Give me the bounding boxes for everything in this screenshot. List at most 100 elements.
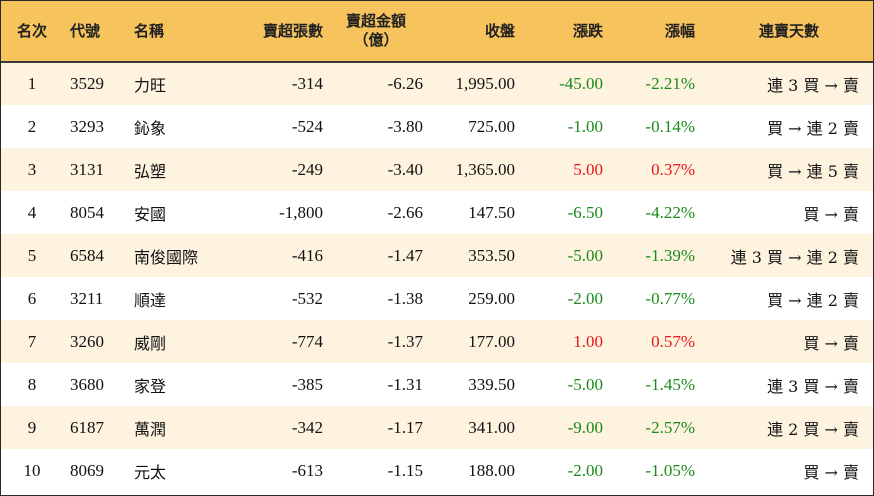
cell-change: 5.00 [573, 159, 603, 179]
cell-sell-lots: -1,800 [279, 202, 323, 222]
cell-name: 威剛 [134, 333, 167, 353]
cell-sell-lots: -613 [291, 460, 323, 480]
cell-change: -2.00 [567, 288, 603, 308]
cell-sell-lots: -314 [291, 74, 323, 93]
cell-rank: 3 [27, 159, 37, 179]
cell-name: 順達 [134, 290, 167, 310]
cell-pct: -2.21% [645, 74, 695, 93]
cell-pct: -4.22% [645, 202, 695, 222]
cell-name: 鈊象 [134, 118, 167, 138]
cell-code: 3293 [70, 116, 104, 136]
cell-close: 353.50 [468, 245, 515, 265]
cell-rank: 1 [27, 74, 37, 93]
cell-change: -5.00 [567, 374, 603, 394]
cell-code: 3680 [70, 374, 104, 394]
cell-name: 安國 [134, 204, 167, 224]
cell-name: 家登 [134, 376, 167, 396]
header-sell-amount-line2: （億） [353, 31, 399, 49]
cell-pct: 0.57% [651, 331, 695, 351]
cell-close: 339.50 [468, 374, 515, 394]
cell-days: 連 3 買 → 連 2 賣 [730, 247, 859, 267]
cell-days: 買 → 連 5 賣 [767, 161, 859, 181]
cell-rank: 9 [27, 417, 37, 437]
cell-days: 買 → 賣 [803, 462, 859, 482]
table-row: 2 3293 鈊象 -524 -3.80 725.00 -1.00 -0.14% 買 → 連 2… [1, 105, 873, 148]
cell-sell-amount: -1.17 [387, 417, 423, 437]
cell-code: 3529 [70, 74, 104, 93]
cell-days: 連 3 買 → 賣 [767, 376, 859, 396]
cell-pct: -2.57% [645, 417, 695, 437]
header-sell-lots: 賣超張數 [262, 21, 323, 40]
cell-code: 8054 [70, 202, 104, 222]
cell-rank: 10 [23, 460, 41, 480]
cell-sell-amount: -3.40 [387, 159, 423, 179]
table-row: 9 6187 萬潤 -342 -1.17 341.00 -9.00 -2.57% 連 2 買 →… [1, 406, 873, 449]
cell-days: 買 → 賣 [803, 333, 859, 353]
cell-rank: 7 [27, 331, 37, 351]
cell-close: 725.00 [468, 116, 515, 136]
cell-sell-lots: -524 [291, 116, 323, 136]
table-row: 3 3131 弘塑 -249 -3.40 1,365.00 5.00 0.37% 買 → 連 5… [1, 148, 873, 191]
table-row: 5 6584 南俊國際 -416 -1.47 353.50 -5.00 -1.39% 連 3 買… [1, 234, 873, 277]
cell-sell-amount: -6.26 [387, 74, 423, 93]
cell-code: 3211 [70, 288, 104, 308]
cell-rank: 8 [27, 374, 37, 394]
cell-sell-lots: -416 [291, 245, 323, 265]
header-row: 名次 代號 名稱 賣超張數 賣超金額 （億） 收盤 漲跌 漲幅 連賣天數 [1, 1, 873, 62]
cell-sell-lots: -342 [291, 417, 323, 437]
cell-sell-lots: -249 [291, 159, 323, 179]
cell-close: 188.00 [468, 460, 515, 480]
cell-rank: 5 [27, 245, 37, 265]
cell-sell-amount: -1.37 [387, 331, 423, 351]
cell-change: 1.00 [573, 331, 603, 351]
cell-close: 259.00 [468, 288, 515, 308]
table-row: 10 8069 元太 -613 -1.15 188.00 -2.00 -1.05% 買 → 賣 [1, 449, 873, 492]
table-row: 8 3680 家登 -385 -1.31 339.50 -5.00 -1.45% 連 3 買 →… [1, 363, 873, 406]
cell-close: 341.00 [468, 417, 515, 437]
cell-close: 1,365.00 [455, 159, 516, 179]
cell-days: 連 2 買 → 賣 [767, 419, 859, 439]
cell-name: 弘塑 [134, 161, 167, 181]
cell-sell-amount: -2.66 [387, 202, 423, 222]
table-row: 7 3260 威剛 -774 -1.37 177.00 1.00 0.57% 買 → 賣 [1, 320, 873, 363]
cell-sell-lots: -774 [291, 331, 323, 351]
header-close: 收盤 [484, 21, 515, 40]
cell-change: -9.00 [567, 417, 603, 437]
cell-name: 元太 [134, 462, 167, 482]
cell-change: -45.00 [559, 74, 603, 93]
cell-name: 力旺 [134, 76, 167, 95]
cell-pct: 0.37% [651, 159, 695, 179]
cell-days: 買 → 連 2 賣 [767, 118, 859, 138]
header-change: 漲跌 [572, 21, 603, 40]
table-body: 1 3529 力旺 -314 -6.26 1,995.00 -45.00 -2.21% 連 3 … [1, 62, 873, 492]
cell-days: 連 3 買 → 賣 [767, 76, 859, 95]
cell-rank: 2 [27, 116, 37, 136]
cell-code: 3260 [70, 331, 104, 351]
table-row: 6 3211 順達 -532 -1.38 259.00 -2.00 -0.77% 買 → 連 2… [1, 277, 873, 320]
table-row: 1 3529 力旺 -314 -6.26 1,995.00 -45.00 -2.21% 連 3 … [1, 62, 873, 105]
cell-pct: -1.05% [645, 460, 695, 480]
header-code: 代號 [70, 21, 101, 40]
cell-pct: -1.39% [645, 245, 695, 265]
cell-rank: 6 [27, 288, 37, 308]
cell-name: 南俊國際 [134, 247, 199, 267]
cell-sell-lots: -532 [291, 288, 323, 308]
cell-change: -2.00 [567, 460, 603, 480]
cell-sell-lots: -385 [291, 374, 323, 394]
cell-rank: 4 [27, 202, 37, 222]
header-name: 名稱 [134, 21, 165, 40]
header-sell-amount-line1: 賣超金額 [345, 12, 406, 30]
cell-close: 177.00 [468, 331, 515, 351]
cell-days: 買 → 連 2 賣 [767, 290, 859, 310]
cell-change: -6.50 [567, 202, 603, 222]
cell-pct: -0.14% [645, 116, 695, 136]
header-sell-amount: 賣超金額 （億） [329, 1, 431, 62]
cell-code: 8069 [70, 460, 104, 480]
cell-close: 147.50 [468, 202, 515, 222]
cell-pct: -1.45% [645, 374, 695, 394]
cell-change: -5.00 [567, 245, 603, 265]
cell-code: 3131 [70, 159, 104, 179]
cell-pct: -0.77% [645, 288, 695, 308]
cell-close: 1,995.00 [455, 74, 516, 93]
